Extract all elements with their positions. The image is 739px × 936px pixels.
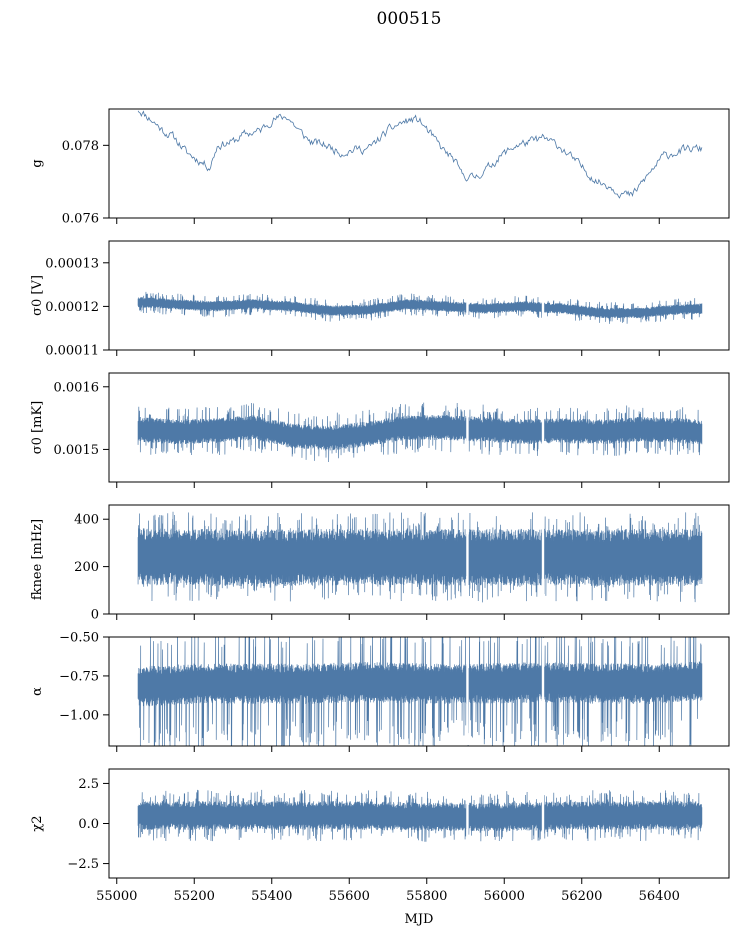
y-tick-label: 0.00011	[45, 344, 99, 359]
x-tick-label: 56400	[639, 889, 680, 904]
data-gap-1	[541, 506, 545, 613]
x-tick-label: 56200	[561, 889, 602, 904]
panel-frame	[108, 504, 730, 615]
y-tick-label: 0.078	[62, 139, 99, 154]
y-tick-label: −1.00	[59, 708, 99, 723]
y-tick-label: 0.076	[62, 212, 99, 227]
data-gap-1	[541, 638, 545, 745]
y-tick-label: −0.75	[59, 669, 99, 684]
x-tick-label: 55600	[329, 889, 370, 904]
y-axis-label-g: g	[30, 159, 45, 167]
panel-frame	[108, 108, 730, 219]
panel-frame	[108, 372, 730, 483]
y-tick-label: 0.0016	[54, 380, 100, 395]
y-tick-label: 200	[74, 560, 99, 575]
panel-frame	[108, 240, 730, 351]
y-tick-label: 2.5	[78, 777, 99, 792]
y-axis-label-chi2: χ2	[30, 815, 45, 831]
y-axis-label-alpha: α	[30, 687, 45, 696]
series-line-chi2	[137, 789, 703, 842]
panel-frame	[108, 636, 730, 747]
y-axis-label-sigma0-mk: σ0 [mK]	[30, 401, 45, 454]
y-tick-label: 0.00013	[45, 256, 99, 271]
x-tick-label: 55200	[174, 889, 215, 904]
series-line-sigma0-v	[137, 291, 703, 324]
series-line-g	[137, 110, 703, 199]
y-tick-label: 0	[91, 608, 99, 623]
series-line-fknee	[137, 511, 703, 603]
y-tick-label: 0.0	[78, 817, 99, 832]
x-axis-label: MJD	[405, 912, 434, 927]
panel-chi2: −2.5 0.0 2.5 55000 55200 55400 55600 55800 56000…	[30, 768, 730, 904]
x-tick-label: 55000	[96, 889, 137, 904]
data-gap-1	[541, 374, 545, 481]
y-tick-label: −2.5	[67, 857, 99, 872]
data-gap-0	[466, 638, 469, 745]
figure-title: 000515	[377, 9, 442, 29]
panel-sigma0-mk: 0.0015 0.0016 σ0 [mK]	[30, 372, 730, 488]
panel-g: 0.076 0.078 g	[30, 108, 730, 227]
series-line-sigma0-mk	[137, 402, 703, 463]
panel-alpha: −1.00 −0.75 −0.50 α	[30, 631, 730, 752]
data-gap-0	[466, 770, 469, 877]
data-gap-0	[466, 242, 469, 349]
y-tick-label: 0.00012	[45, 300, 99, 315]
x-tick-label: 56000	[484, 889, 525, 904]
panel-fknee: 0 200 400 fknee [mHz]	[30, 504, 730, 623]
x-tick-label: 55400	[251, 889, 292, 904]
y-tick-label: −0.50	[59, 631, 99, 646]
series-line-alpha	[137, 637, 703, 746]
y-axis-label-sigma0-v: σ0 [V]	[30, 275, 45, 316]
y-tick-label: 400	[74, 513, 99, 528]
data-gap-1	[541, 770, 545, 877]
data-gap-0	[466, 374, 469, 481]
y-axis-label-fknee: fknee [mHz]	[30, 519, 45, 600]
data-gap-0	[466, 506, 469, 613]
y-tick-label: 0.0015	[54, 443, 100, 458]
data-gap-1	[541, 242, 545, 349]
x-tick-label: 55800	[406, 889, 447, 904]
